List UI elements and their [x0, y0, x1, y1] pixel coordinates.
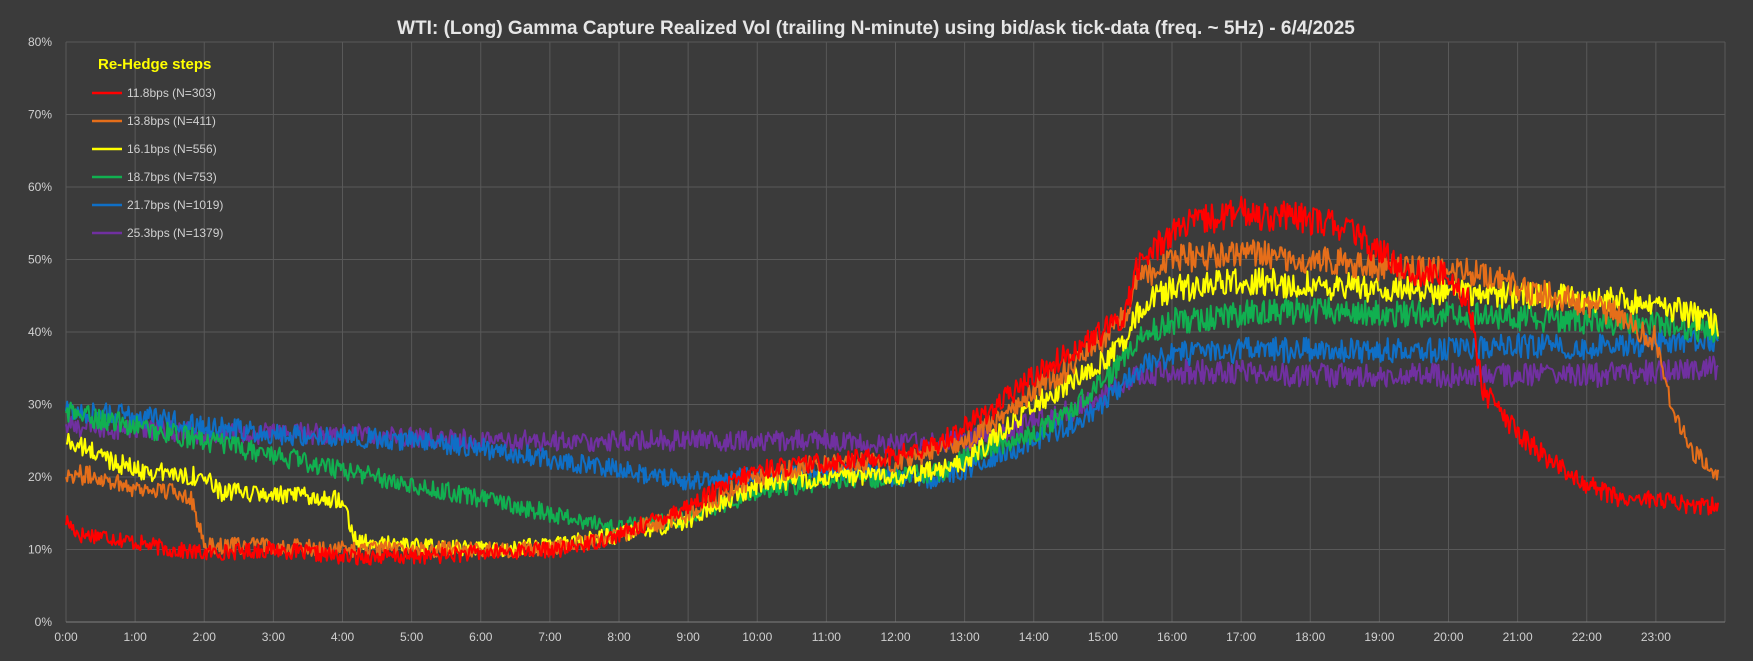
y-tick-label: 20% — [28, 470, 52, 484]
x-tick-label: 0:00 — [54, 630, 78, 644]
x-tick-label: 2:00 — [193, 630, 217, 644]
y-tick-label: 50% — [28, 253, 52, 267]
legend-label: 11.8bps (N=303) — [127, 86, 216, 100]
x-tick-label: 6:00 — [469, 630, 493, 644]
x-tick-label: 1:00 — [123, 630, 147, 644]
y-tick-label: 0% — [35, 615, 53, 629]
legend-label: 18.7bps (N=753) — [127, 170, 217, 184]
x-tick-label: 16:00 — [1157, 630, 1187, 644]
y-tick-label: 10% — [28, 543, 52, 557]
y-tick-label: 80% — [28, 35, 52, 49]
chart-title: WTI: (Long) Gamma Capture Realized Vol (… — [397, 18, 1355, 39]
x-tick-label: 19:00 — [1364, 630, 1394, 644]
x-tick-label: 8:00 — [607, 630, 631, 644]
x-tick-label: 4:00 — [331, 630, 355, 644]
x-tick-label: 23:00 — [1641, 630, 1671, 644]
series-line — [65, 267, 1720, 558]
x-tick-label: 10:00 — [742, 630, 772, 644]
x-tick-label: 12:00 — [880, 630, 910, 644]
y-tick-label: 70% — [28, 108, 52, 122]
x-tick-label: 15:00 — [1088, 630, 1118, 644]
y-tick-label: 40% — [28, 325, 52, 339]
legend-label: 21.7bps (N=1019) — [127, 198, 223, 212]
x-tick-label: 3:00 — [262, 630, 286, 644]
x-tick-label: 13:00 — [950, 630, 980, 644]
axes: 0% 10% 20% 30% 40% 50% 60% 70% 80% 0:00 1:00 2:00 3:… — [28, 35, 1725, 644]
x-tick-label: 14:00 — [1019, 630, 1049, 644]
legend: 11.8bps (N=303) 13.8bps (N=411) 16.1bps (N… — [92, 86, 223, 240]
x-tick-label: 21:00 — [1503, 630, 1533, 644]
series-line — [65, 326, 1719, 491]
legend-label: 25.3bps (N=1379) — [127, 226, 223, 240]
x-tick-label: 11:00 — [812, 630, 841, 644]
x-tick-label: 20:00 — [1433, 630, 1463, 644]
x-tick-label: 18:00 — [1295, 630, 1325, 644]
y-tick-label: 30% — [28, 398, 52, 412]
x-tick-label: 5:00 — [400, 630, 424, 644]
legend-label: 16.1bps (N=556) — [127, 142, 217, 156]
series-layer — [65, 195, 1720, 566]
series-line — [65, 239, 1720, 559]
series-line — [65, 195, 1720, 566]
legend-title: Re-Hedge steps — [98, 56, 211, 73]
x-tick-label: 7:00 — [538, 630, 562, 644]
y-tick-label: 60% — [28, 180, 52, 194]
legend-label: 13.8bps (N=411) — [127, 114, 216, 128]
x-tick-label: 22:00 — [1572, 630, 1602, 644]
x-tick-label: 17:00 — [1226, 630, 1256, 644]
x-tick-label: 9:00 — [676, 630, 700, 644]
